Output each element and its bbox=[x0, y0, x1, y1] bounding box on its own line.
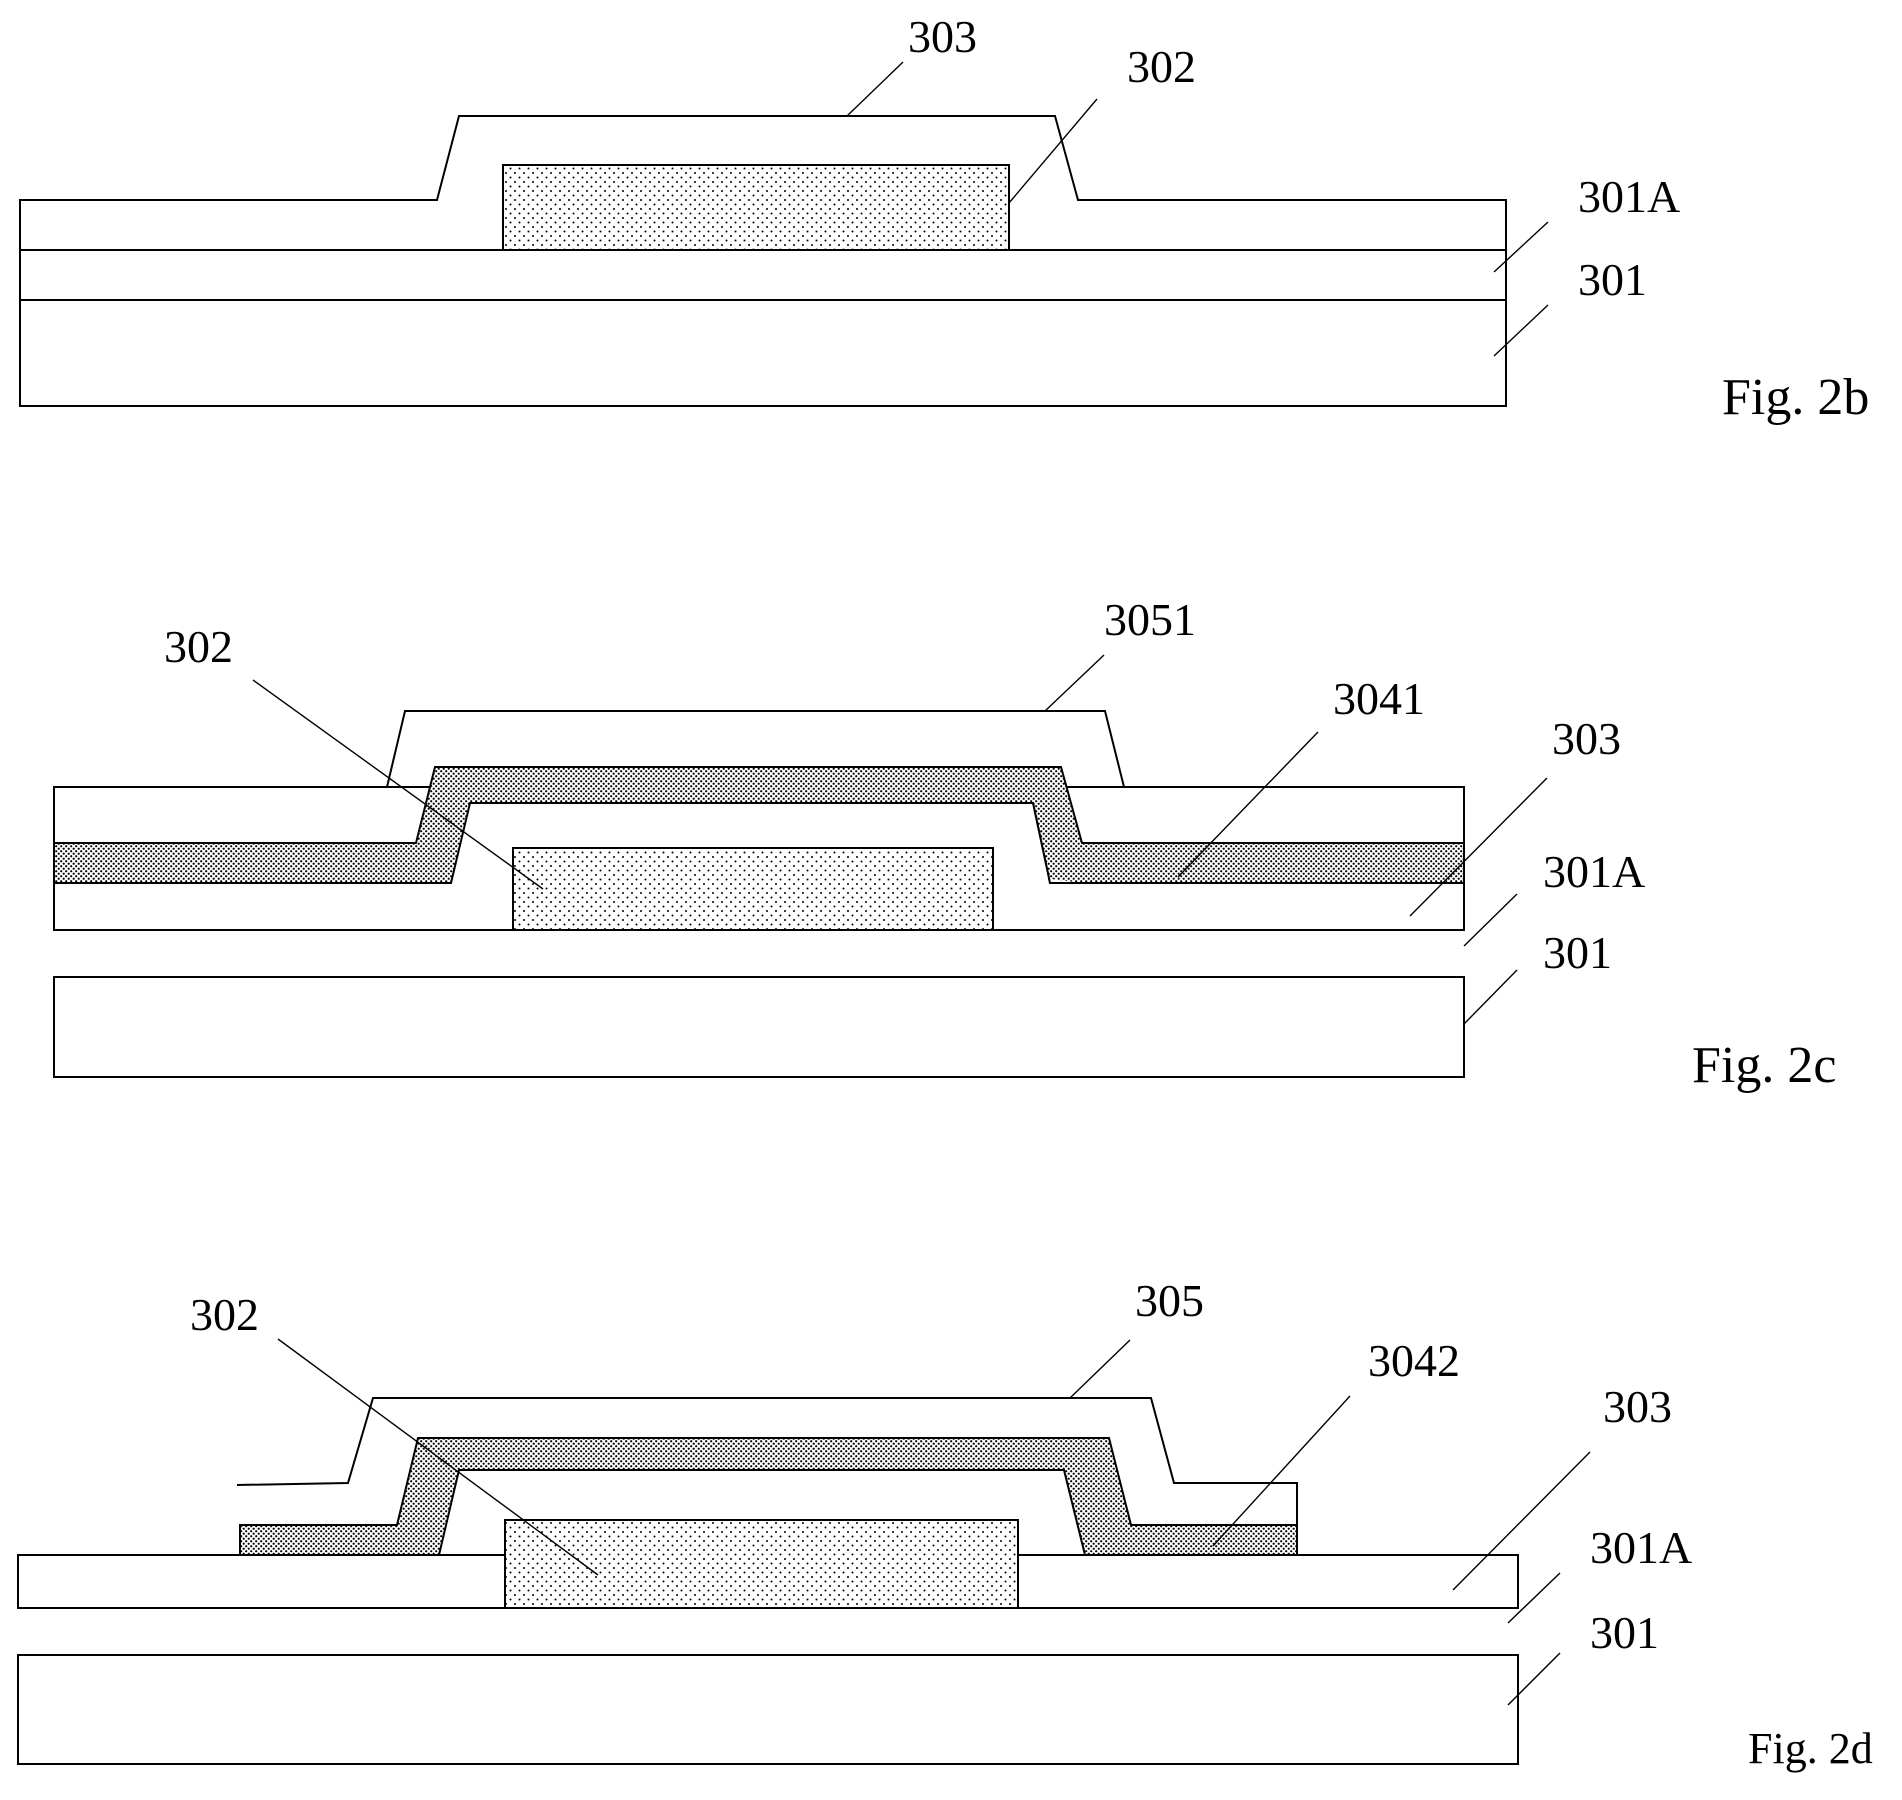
substrate-301 bbox=[20, 250, 1506, 406]
leader-301A bbox=[1464, 894, 1517, 946]
leader-3051 bbox=[1045, 655, 1104, 711]
label-302: 302 bbox=[190, 1289, 259, 1340]
leader-303 bbox=[1453, 1452, 1590, 1590]
label-301A: 301A bbox=[1578, 171, 1680, 222]
leader-305 bbox=[1070, 1340, 1130, 1398]
gate-302 bbox=[513, 848, 993, 930]
label-301: 301 bbox=[1590, 1607, 1659, 1658]
leader-301 bbox=[1464, 970, 1517, 1024]
leader-303 bbox=[847, 62, 903, 116]
label-303: 303 bbox=[908, 11, 977, 62]
label-3041: 3041 bbox=[1333, 673, 1425, 724]
caption-fig-2d: Fig. 2d bbox=[1748, 1724, 1873, 1773]
label-301: 301 bbox=[1578, 254, 1647, 305]
label-302: 302 bbox=[164, 621, 233, 672]
label-301A: 301A bbox=[1590, 1522, 1692, 1573]
caption-fig-2c: Fig. 2c bbox=[1692, 1037, 1836, 1094]
label-301A: 301A bbox=[1543, 846, 1645, 897]
figure-2d: 302 305 3042 303 301A 301 Fig. 2d bbox=[18, 1275, 1873, 1773]
label-301: 301 bbox=[1543, 927, 1612, 978]
substrate-301 bbox=[18, 1655, 1518, 1764]
figure-2b: 303 302 301A 301 Fig. 2b bbox=[20, 11, 1869, 426]
label-303: 303 bbox=[1552, 713, 1621, 764]
leader-3042 bbox=[1213, 1396, 1350, 1546]
caption-fig-2b: Fig. 2b bbox=[1722, 369, 1869, 426]
gate-302 bbox=[503, 165, 1009, 250]
label-3042: 3042 bbox=[1368, 1335, 1460, 1386]
label-303: 303 bbox=[1603, 1381, 1672, 1432]
label-305: 305 bbox=[1135, 1275, 1204, 1326]
figure-2c: 302 3051 3041 303 301A 301 Fig. 2c bbox=[54, 594, 1836, 1094]
label-302: 302 bbox=[1127, 41, 1196, 92]
substrate-301 bbox=[54, 977, 1464, 1077]
label-3051: 3051 bbox=[1104, 594, 1196, 645]
